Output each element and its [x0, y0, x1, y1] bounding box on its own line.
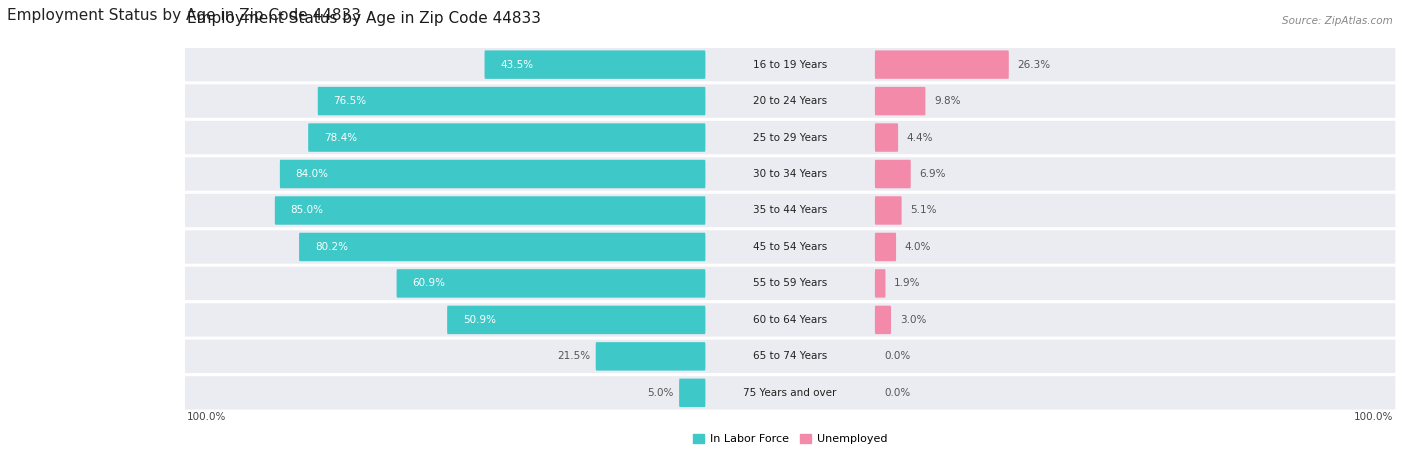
FancyBboxPatch shape — [184, 230, 1396, 264]
Text: 65 to 74 Years: 65 to 74 Years — [754, 351, 827, 361]
Legend: In Labor Force, Unemployed: In Labor Force, Unemployed — [689, 429, 891, 449]
Text: 60.9%: 60.9% — [412, 278, 446, 289]
Text: 21.5%: 21.5% — [557, 351, 591, 361]
Text: 5.1%: 5.1% — [910, 206, 936, 216]
Text: Source: ZipAtlas.com: Source: ZipAtlas.com — [1282, 16, 1393, 26]
Text: 5.0%: 5.0% — [647, 388, 673, 398]
FancyBboxPatch shape — [875, 196, 901, 225]
Text: Employment Status by Age in Zip Code 44833: Employment Status by Age in Zip Code 448… — [7, 8, 361, 23]
Text: 4.4%: 4.4% — [907, 133, 934, 143]
Text: 0.0%: 0.0% — [884, 351, 911, 361]
FancyBboxPatch shape — [679, 378, 706, 407]
FancyBboxPatch shape — [875, 306, 891, 334]
Text: 45 to 54 Years: 45 to 54 Years — [754, 242, 827, 252]
Text: 0.0%: 0.0% — [884, 388, 911, 398]
FancyBboxPatch shape — [184, 375, 1396, 410]
FancyBboxPatch shape — [184, 47, 1396, 82]
Text: 35 to 44 Years: 35 to 44 Years — [754, 206, 827, 216]
FancyBboxPatch shape — [875, 269, 886, 298]
FancyBboxPatch shape — [299, 233, 706, 261]
FancyBboxPatch shape — [875, 160, 911, 188]
FancyBboxPatch shape — [318, 87, 706, 115]
Text: 60 to 64 Years: 60 to 64 Years — [754, 315, 827, 325]
Text: Employment Status by Age in Zip Code 44833: Employment Status by Age in Zip Code 448… — [187, 11, 541, 26]
FancyBboxPatch shape — [184, 83, 1396, 119]
Text: 78.4%: 78.4% — [323, 133, 357, 143]
FancyBboxPatch shape — [184, 120, 1396, 155]
FancyBboxPatch shape — [485, 51, 706, 79]
Text: 16 to 19 Years: 16 to 19 Years — [754, 60, 827, 69]
FancyBboxPatch shape — [184, 302, 1396, 337]
Text: 55 to 59 Years: 55 to 59 Years — [754, 278, 827, 289]
FancyBboxPatch shape — [184, 156, 1396, 192]
Text: 84.0%: 84.0% — [295, 169, 329, 179]
FancyBboxPatch shape — [596, 342, 706, 371]
Text: 100.0%: 100.0% — [1354, 411, 1393, 422]
Text: 9.8%: 9.8% — [934, 96, 960, 106]
Text: 80.2%: 80.2% — [315, 242, 347, 252]
Text: 76.5%: 76.5% — [333, 96, 367, 106]
FancyBboxPatch shape — [280, 160, 706, 188]
FancyBboxPatch shape — [308, 123, 706, 152]
FancyBboxPatch shape — [396, 269, 706, 298]
FancyBboxPatch shape — [184, 193, 1396, 228]
Text: 4.0%: 4.0% — [904, 242, 931, 252]
Text: 26.3%: 26.3% — [1018, 60, 1050, 69]
Text: 25 to 29 Years: 25 to 29 Years — [754, 133, 827, 143]
Text: 43.5%: 43.5% — [501, 60, 533, 69]
Text: 85.0%: 85.0% — [291, 206, 323, 216]
FancyBboxPatch shape — [184, 266, 1396, 301]
Text: 6.9%: 6.9% — [920, 169, 946, 179]
Text: 100.0%: 100.0% — [187, 411, 226, 422]
Text: 50.9%: 50.9% — [463, 315, 496, 325]
FancyBboxPatch shape — [875, 51, 1008, 79]
Text: 30 to 34 Years: 30 to 34 Years — [754, 169, 827, 179]
FancyBboxPatch shape — [875, 123, 898, 152]
Text: 1.9%: 1.9% — [894, 278, 921, 289]
FancyBboxPatch shape — [875, 233, 896, 261]
Text: 3.0%: 3.0% — [900, 315, 927, 325]
Text: 75 Years and over: 75 Years and over — [744, 388, 837, 398]
Text: 20 to 24 Years: 20 to 24 Years — [754, 96, 827, 106]
FancyBboxPatch shape — [875, 87, 925, 115]
FancyBboxPatch shape — [447, 306, 706, 334]
FancyBboxPatch shape — [184, 339, 1396, 374]
FancyBboxPatch shape — [274, 196, 706, 225]
